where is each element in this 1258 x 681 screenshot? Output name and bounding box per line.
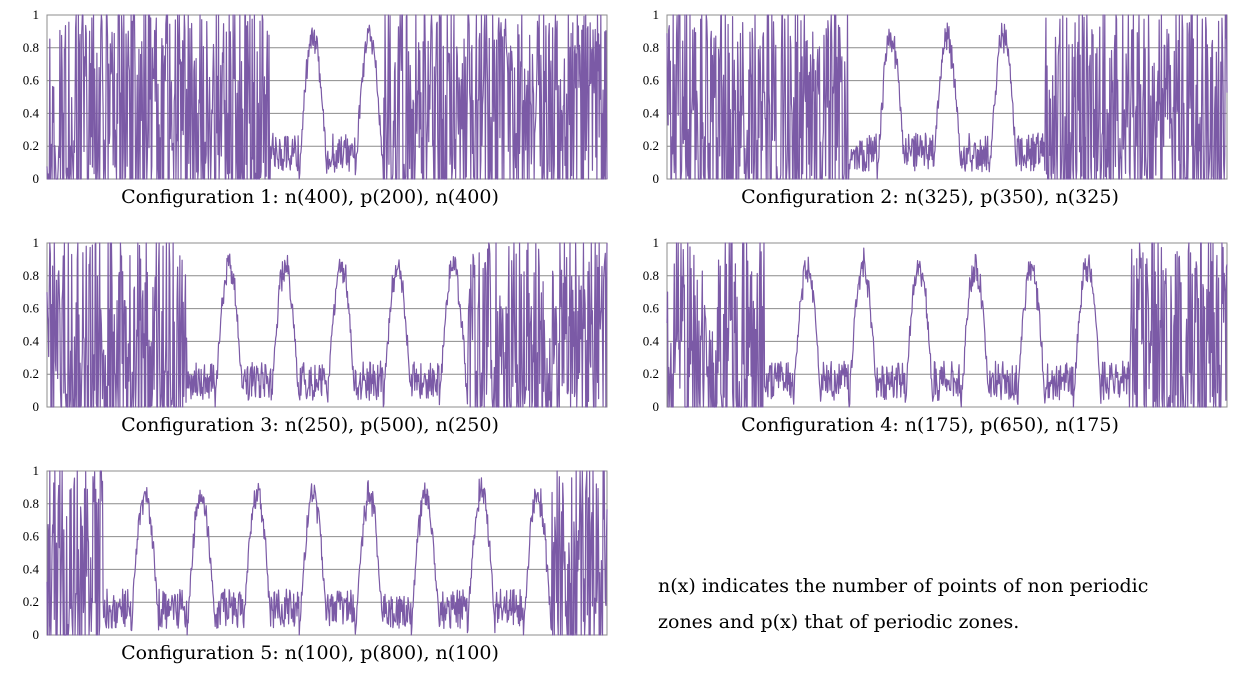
chart-svg: 0 0.2 0.4 0.6 0.8 1: [643, 7, 1228, 186]
y-tick-label: 0.8: [643, 40, 659, 55]
series-line: [666, 14, 1228, 180]
y-tick-label: 1: [33, 7, 40, 22]
y-tick-label: 0.6: [23, 73, 40, 88]
series-line: [46, 470, 608, 636]
series-line: [46, 242, 608, 408]
chart-panel-3: 0 0.2 0.4 0.6 0.8 1 Configuration 3: n(250), …: [5, 228, 615, 453]
y-tick-label: 1: [653, 235, 660, 250]
note-line-2: zones and p(x) that of periodic zones.: [658, 611, 1020, 633]
chart-svg: 0 0.2 0.4 0.6 0.8 1: [643, 235, 1228, 414]
y-tick-label: 0.2: [643, 366, 659, 381]
chart-caption: Configuration 4: n(175), p(650), n(175): [741, 414, 1119, 436]
y-tick-label: 0: [33, 399, 40, 414]
y-tick-label: 0.8: [23, 40, 39, 55]
y-tick-label: 0.4: [643, 105, 660, 120]
y-tick-label: 1: [33, 235, 40, 250]
chart-svg: 0 0.2 0.4 0.6 0.8 1: [23, 235, 608, 414]
y-tick-label: 0.2: [23, 138, 39, 153]
y-tick-label: 0.8: [23, 496, 39, 511]
note-line-1: n(x) indicates the number of points of n…: [658, 575, 1149, 597]
y-tick-label: 0.4: [23, 333, 40, 348]
y-tick-label: 0.6: [643, 73, 660, 88]
y-tick-label: 0.8: [643, 268, 659, 283]
y-tick-label: 0: [653, 171, 660, 186]
y-tick-label: 0.2: [23, 594, 39, 609]
chart-svg: 0 0.2 0.4 0.6 0.8 1: [23, 7, 608, 186]
chart-caption: Configuration 2: n(325), p(350), n(325): [741, 186, 1119, 208]
y-tick-label: 0.6: [643, 301, 660, 316]
series-line: [46, 14, 608, 180]
y-tick-label: 0: [33, 171, 40, 186]
series-line: [666, 242, 1228, 408]
chart-caption: Configuration 3: n(250), p(500), n(250): [121, 414, 499, 436]
plot-frame: [46, 14, 608, 180]
y-tick-label: 0.4: [643, 333, 660, 348]
y-tick-label: 0.6: [23, 301, 40, 316]
chart-caption: Configuration 1: n(400), p(200), n(400): [121, 186, 499, 208]
chart-panel-1: 0 0.2 0.4 0.6 0.8 1 Configuration 1: n(400), …: [5, 0, 615, 225]
y-tick-label: 1: [33, 463, 40, 478]
y-tick-label: 0: [653, 399, 660, 414]
y-tick-label: 0.2: [23, 366, 39, 381]
chart-panel-2: 0 0.2 0.4 0.6 0.8 1 Configuration 2: n(325), …: [625, 0, 1235, 225]
y-tick-label: 0.4: [23, 561, 40, 576]
plot-frame: [46, 470, 608, 636]
chart-svg: 0 0.2 0.4 0.6 0.8 1: [23, 463, 608, 642]
chart-panel-5: 0 0.2 0.4 0.6 0.8 1 Configuration 5: n(100), …: [5, 456, 615, 681]
y-tick-label: 0.8: [23, 268, 39, 283]
y-tick-label: 1: [653, 7, 660, 22]
y-tick-label: 0.6: [23, 529, 40, 544]
y-tick-label: 0.4: [23, 105, 40, 120]
plot-frame: [666, 242, 1228, 408]
plot-frame: [46, 242, 608, 408]
y-tick-label: 0: [33, 627, 40, 642]
y-tick-label: 0.2: [643, 138, 659, 153]
chart-caption: Configuration 5: n(100), p(800), n(100): [121, 642, 499, 664]
chart-panel-4: 0 0.2 0.4 0.6 0.8 1 Configuration 4: n(175), …: [625, 228, 1235, 453]
legend-note: n(x) indicates the number of points of n…: [658, 568, 1258, 640]
